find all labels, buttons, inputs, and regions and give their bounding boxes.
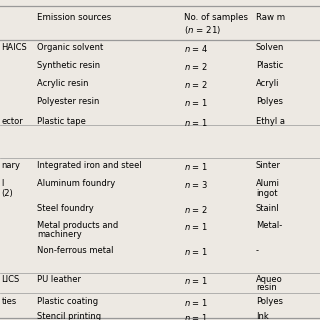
Text: Aluminum foundry: Aluminum foundry	[37, 179, 115, 188]
Text: $n$ = 1: $n$ = 1	[184, 312, 208, 320]
Text: $n$ = 1: $n$ = 1	[184, 97, 208, 108]
Text: Polyester resin: Polyester resin	[37, 97, 99, 106]
Text: Plastic coating: Plastic coating	[37, 297, 98, 306]
Text: Alumi: Alumi	[256, 179, 280, 188]
Text: $n$ = 1: $n$ = 1	[184, 246, 208, 257]
Text: $n$ = 1: $n$ = 1	[184, 275, 208, 286]
Text: Acryli: Acryli	[256, 79, 279, 88]
Text: Ink: Ink	[256, 312, 269, 320]
Text: Organic solvent: Organic solvent	[37, 43, 103, 52]
Text: ingot: ingot	[256, 189, 277, 198]
Text: No. of samples
($n$ = 21): No. of samples ($n$ = 21)	[184, 13, 248, 36]
Text: Synthetic resin: Synthetic resin	[37, 61, 100, 70]
Text: nary: nary	[2, 161, 20, 170]
Text: $n$ = 1: $n$ = 1	[184, 117, 208, 128]
Text: ector: ector	[2, 117, 23, 126]
Text: $n$ = 4: $n$ = 4	[184, 43, 208, 54]
Text: Metal-: Metal-	[256, 221, 282, 230]
Text: LICS: LICS	[2, 275, 20, 284]
Text: Polyes: Polyes	[256, 297, 283, 306]
Text: $n$ = 2: $n$ = 2	[184, 61, 208, 72]
Text: Emission sources: Emission sources	[37, 13, 111, 22]
Text: $n$ = 2: $n$ = 2	[184, 204, 208, 215]
Text: Non-ferrous metal: Non-ferrous metal	[37, 246, 113, 255]
Text: $n$ = 1: $n$ = 1	[184, 221, 208, 232]
Text: machinery: machinery	[37, 230, 82, 239]
Text: Aqueo: Aqueo	[256, 275, 283, 284]
Text: Acrylic resin: Acrylic resin	[37, 79, 88, 88]
Text: Stencil printing: Stencil printing	[37, 312, 101, 320]
Text: Integrated iron and steel: Integrated iron and steel	[37, 161, 141, 170]
Text: $n$ = 1: $n$ = 1	[184, 161, 208, 172]
Text: resin: resin	[256, 283, 277, 292]
Text: Steel foundry: Steel foundry	[37, 204, 93, 213]
Text: Solven: Solven	[256, 43, 284, 52]
Text: Ethyl a: Ethyl a	[256, 117, 285, 126]
Text: Plastic: Plastic	[256, 61, 283, 70]
Text: Stainl: Stainl	[256, 204, 280, 213]
Text: PU leather: PU leather	[37, 275, 81, 284]
Text: HAICS: HAICS	[2, 43, 27, 52]
Text: ties: ties	[2, 297, 17, 306]
Text: (2): (2)	[2, 189, 13, 198]
Text: Sinter: Sinter	[256, 161, 281, 170]
Text: $n$ = 3: $n$ = 3	[184, 179, 208, 190]
Text: -: -	[256, 246, 259, 255]
Text: $n$ = 1: $n$ = 1	[184, 297, 208, 308]
Text: Polyes: Polyes	[256, 97, 283, 106]
Text: Plastic tape: Plastic tape	[37, 117, 86, 126]
Text: Metal products and: Metal products and	[37, 221, 118, 230]
Text: Raw m: Raw m	[256, 13, 285, 22]
Text: l: l	[2, 179, 4, 188]
Text: $n$ = 2: $n$ = 2	[184, 79, 208, 90]
